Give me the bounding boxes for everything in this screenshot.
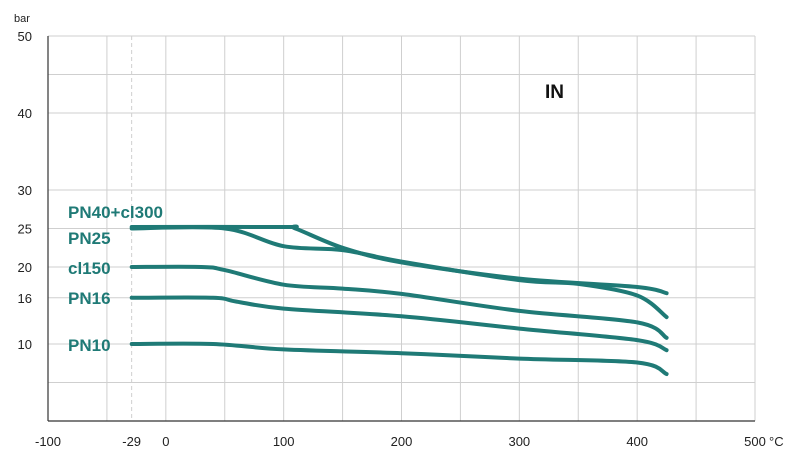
y-tick-label: 10 <box>18 337 32 352</box>
x-tick-label: 200 <box>391 434 413 449</box>
y-tick-label: 40 <box>18 106 32 121</box>
y-tick-label: 25 <box>18 222 32 237</box>
series-label-pn16: PN16 <box>68 289 111 308</box>
series-label-pn25: PN25 <box>68 229 111 248</box>
x-tick-label: -100 <box>35 434 61 449</box>
y-tick-label: 20 <box>18 260 32 275</box>
y-tick-label: 16 <box>18 291 32 306</box>
series-line-pn25 <box>129 225 669 320</box>
x-tick-label: 300 <box>508 434 530 449</box>
series-line-pn16 <box>129 295 669 353</box>
y-tick-label: 30 <box>18 183 32 198</box>
series-lines <box>129 224 669 376</box>
series-label-pn40-cl300: PN40+cl300 <box>68 203 163 222</box>
y-axis-ticks: 10 16 20 25 30 40 50 <box>18 29 32 352</box>
series-labels: PN40+cl300 PN25 cl150 PN16 PN10 <box>68 203 163 355</box>
x-tick-label: -29 <box>122 434 141 449</box>
x-unit-label: °C <box>769 434 784 449</box>
series-label-cl150: cl150 <box>68 259 111 278</box>
x-axis-ticks: -100 -29 0 100 200 300 400 500 <box>35 434 766 449</box>
y-tick-label: 50 <box>18 29 32 44</box>
series-label-pn10: PN10 <box>68 336 111 355</box>
y-unit-label: bar <box>14 13 30 25</box>
x-tick-label: 100 <box>273 434 295 449</box>
annotation-label: IN <box>545 82 564 103</box>
series-line-cl150 <box>129 264 669 340</box>
series-line-pn10 <box>129 341 669 376</box>
axes <box>47 36 755 422</box>
x-tick-label: 500 <box>744 434 766 449</box>
x-tick-label: 400 <box>626 434 648 449</box>
x-tick-label: 0 <box>162 434 169 449</box>
